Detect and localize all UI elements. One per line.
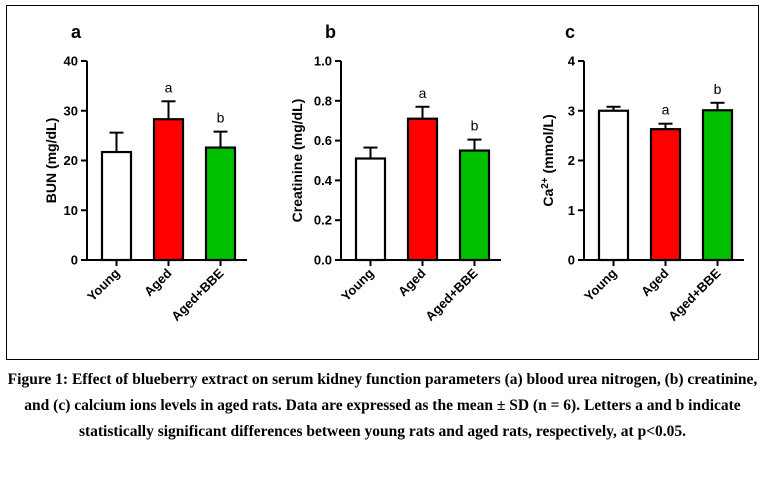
- x-tick-label: Young: [581, 265, 620, 304]
- y-axis-title: BUN (mg/dL): [43, 118, 59, 204]
- x-tick-label: Aged+BBE: [665, 265, 724, 324]
- figure-caption: Figure 1: Effect of blueberry extract on…: [7, 371, 758, 440]
- x-tick-label: Aged+BBE: [168, 265, 227, 324]
- significance-letter: b: [217, 110, 225, 126]
- bar-aged: [649, 128, 682, 262]
- bar-young: [100, 150, 133, 262]
- y-tick-label: 4: [568, 54, 576, 69]
- x-tick-label: Young: [84, 265, 123, 304]
- significance-letter: a: [165, 79, 173, 95]
- y-tick-label: 0.4: [314, 173, 333, 188]
- y-tick-label: 0: [71, 253, 78, 268]
- x-tick-label: Aged: [638, 265, 672, 299]
- y-tick-label: 0.6: [314, 133, 332, 148]
- x-tick-label: Aged+BBE: [422, 265, 481, 324]
- y-tick-label: 1: [568, 203, 575, 218]
- significance-letter: a: [419, 85, 427, 101]
- y-tick-label: 0.0: [314, 253, 332, 268]
- bar-aged-bbe: [701, 109, 734, 262]
- y-tick-label: 1.0: [314, 54, 332, 69]
- significance-letter: b: [471, 118, 479, 134]
- y-tick-label: 0.2: [314, 213, 332, 228]
- y-tick-label: 20: [64, 153, 78, 168]
- panel-label: c: [565, 22, 575, 42]
- bar-aged: [406, 117, 439, 262]
- bar-aged-bbe: [458, 149, 491, 262]
- y-axis-title: Ca2+ (mmol/L): [540, 114, 557, 206]
- x-tick-label: Young: [338, 265, 377, 304]
- x-tick-label: Aged: [141, 265, 175, 299]
- figure-frame: a 0 10 20 30 40 BUN (mg/dL) Young a Aged b Aged+BBE…: [6, 5, 759, 360]
- chart-panel-a: a 0 10 20 30 40 BUN (mg/dL) Young a Aged b Aged+BBE: [43, 22, 247, 324]
- y-tick-label: 0.8: [314, 93, 332, 108]
- y-tick-label: 10: [64, 203, 78, 218]
- chart-panel-b: b 0.0 0.2 0.4 0.6 0.8 1.0 Creatinine (mg/dL) You…: [289, 22, 501, 324]
- y-tick-label: 2: [568, 153, 575, 168]
- significance-letter: a: [662, 102, 670, 118]
- bar-aged-bbe: [204, 146, 237, 262]
- bar-aged: [152, 118, 185, 262]
- y-tick-label: 0: [568, 253, 575, 268]
- panel-label: a: [71, 22, 82, 42]
- y-tick-label: 3: [568, 103, 575, 118]
- panel-label: b: [325, 22, 336, 42]
- bar-young: [597, 109, 630, 262]
- x-tick-label: Aged: [395, 265, 429, 299]
- chart-panel-c: c 0 1 2 3 4 Ca2+ (mmol/L) Young a Aged b Aged+BBE: [540, 22, 744, 324]
- significance-letter: b: [714, 81, 722, 97]
- y-axis-title: Creatinine (mg/dL): [289, 99, 305, 223]
- y-tick-label: 30: [64, 103, 78, 118]
- bar-young: [354, 157, 387, 262]
- y-tick-label: 40: [64, 54, 78, 69]
